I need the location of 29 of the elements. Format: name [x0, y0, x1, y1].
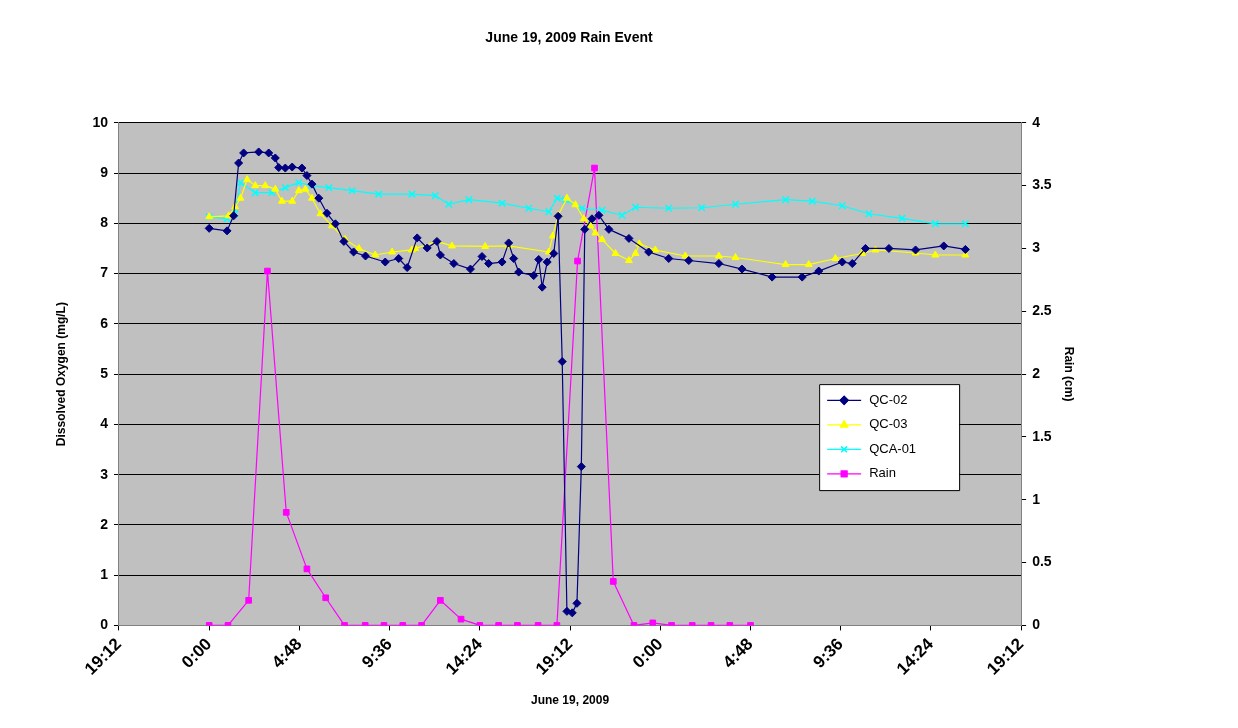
- y2-tick-label: 2.5: [1032, 302, 1052, 319]
- y-tick-label: 5: [100, 364, 109, 381]
- y-tick-label: 1: [100, 566, 109, 583]
- y-tick-label: 10: [92, 113, 109, 130]
- y2-tick-label: 4: [1032, 113, 1041, 130]
- legend-label: Rain: [869, 465, 896, 481]
- x-tick-label: 0:00: [177, 634, 216, 672]
- y2-axis-title: Rain (cm): [1062, 346, 1077, 402]
- y2-tick-label: 3.5: [1032, 176, 1052, 193]
- legend-label: QC-03: [869, 416, 908, 432]
- y-tick-label: 4: [100, 415, 109, 432]
- y2-tick-label: 1: [1032, 490, 1041, 507]
- y2-tick-label: 3: [1032, 239, 1041, 256]
- y-tick-label: 9: [100, 163, 109, 180]
- legend-label: QCA-01: [869, 440, 917, 456]
- y-tick-label: 7: [100, 264, 109, 281]
- y2-tick-label: 0: [1032, 616, 1041, 633]
- y2-tick-label: 2: [1032, 364, 1041, 381]
- legend-label: QC-02: [869, 391, 908, 407]
- y-tick-label: 3: [100, 465, 109, 482]
- y2-tick-label: 1.5: [1032, 427, 1052, 444]
- y-axis-title: Dissolved Oxygen (mg/L): [53, 302, 68, 447]
- y2-tick-label: 0.5: [1032, 553, 1052, 570]
- y-tick-label: 6: [100, 314, 109, 331]
- y-tick-label: 0: [100, 616, 109, 633]
- chart-title: June 19, 2009 Rain Event: [485, 29, 653, 46]
- y-tick-label: 2: [100, 515, 109, 532]
- x-axis-title: June 19, 2009: [531, 693, 610, 708]
- y-tick-label: 8: [100, 214, 109, 231]
